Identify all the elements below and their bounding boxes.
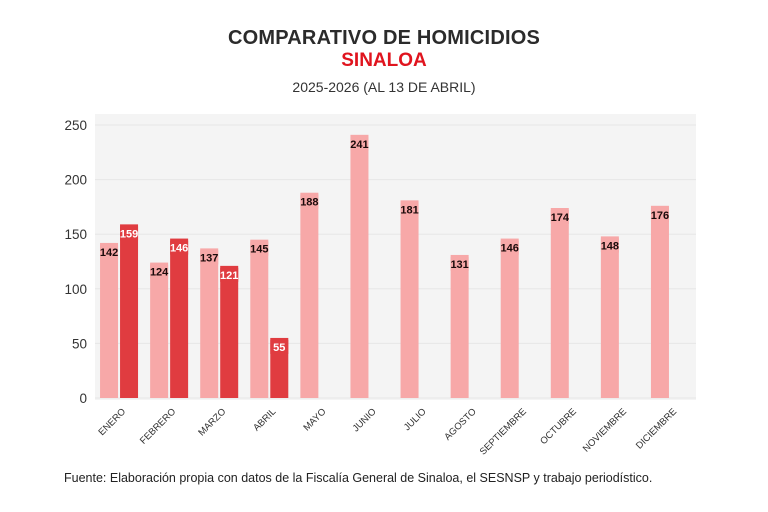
y-tick-label: 100: [64, 282, 87, 297]
y-tick-label: 200: [64, 173, 87, 188]
x-tick-label: SEPTIEMBRE: [478, 406, 529, 457]
data-label: 124: [150, 267, 169, 279]
data-label-bg: [100, 244, 119, 259]
y-axis: 0 50 100 150 200 250: [64, 118, 87, 406]
data-label-bg: [270, 339, 289, 354]
data-label-bg: [170, 240, 189, 255]
bar-2025-diciembre: [650, 205, 669, 398]
bar-2025-junio: [350, 134, 369, 398]
data-label: 146: [170, 243, 188, 255]
x-tick-label: FEBRERO: [138, 406, 178, 446]
bar-2025-marzo: [200, 248, 219, 398]
data-label-bg: [300, 194, 319, 209]
bar-2025-octubre: [550, 207, 569, 398]
x-tick-label: ABRIL: [251, 406, 278, 433]
bar-2026-marzo: [220, 265, 239, 398]
data-label-bg: [450, 256, 469, 271]
data-label: 145: [250, 244, 268, 256]
bar-2025-noviembre: [600, 236, 619, 398]
chart-period: 2025-2026 (AL 13 DE ABRIL): [292, 79, 476, 95]
x-tick-label: MAYO: [301, 406, 328, 433]
gridlines: [95, 124, 696, 399]
source-note: Fuente: Elaboración propia con datos de …: [64, 471, 653, 485]
bar-2025-febrero: [150, 262, 169, 398]
bar-2026-enero: [120, 224, 139, 398]
bar-2026-febrero: [170, 238, 189, 398]
data-label-bg: [220, 267, 239, 282]
data-label: 137: [200, 252, 218, 264]
x-tick-label: MARZO: [196, 406, 228, 438]
bar-2025-enero: [100, 242, 119, 398]
data-label: 131: [450, 259, 468, 271]
data-label-bg: [600, 238, 619, 253]
data-label-bg: [650, 207, 669, 222]
data-label-bg: [150, 264, 169, 279]
data-label-bg: [350, 136, 369, 151]
data-label: 159: [120, 228, 138, 240]
x-tick-label: OCTUBRE: [538, 406, 579, 447]
data-label: 146: [501, 243, 519, 255]
y-tick-label: 250: [64, 118, 87, 133]
data-label: 121: [220, 270, 238, 282]
x-tick-label: NOVIEMBRE: [581, 406, 629, 454]
data-label: 148: [601, 240, 619, 252]
data-label-bg: [500, 240, 519, 255]
bar-2025-septiembre: [500, 238, 519, 398]
plot-background: [95, 114, 696, 400]
x-tick-label: ENERO: [96, 406, 128, 438]
x-tick-label: DICIEMBRE: [634, 406, 679, 451]
y-tick-label: 150: [64, 227, 87, 242]
chart-title: COMPARATIVO DE HOMICIDIOS: [227, 27, 541, 49]
bar-2025-abril: [250, 239, 269, 398]
data-label-bg: [400, 202, 419, 217]
y-tick-label: 0: [79, 391, 87, 406]
data-label: 176: [651, 210, 669, 222]
x-axis: ENERO FEBRERO MARZO ABRIL MAYO JUNIO JULIO AGOS…: [96, 406, 679, 457]
data-labels: 1421591241461371211455518824118113114617…: [100, 136, 669, 354]
bar-2025-agosto: [450, 254, 469, 398]
x-tick-label: JULIO: [402, 406, 429, 433]
y-tick-label: 50: [72, 336, 87, 351]
chart-region: SINALOA: [341, 50, 427, 71]
data-label: 55: [273, 342, 285, 354]
data-label-bg: [120, 226, 139, 241]
data-label: 142: [100, 247, 118, 259]
data-label: 174: [551, 212, 570, 224]
bar-2025-mayo: [300, 192, 319, 398]
bars: [100, 134, 669, 398]
bar-2025-julio: [400, 200, 419, 398]
data-label-bg: [550, 209, 569, 224]
data-label: 188: [300, 197, 318, 209]
data-label: 181: [400, 204, 418, 216]
data-label-bg: [250, 241, 269, 256]
data-label: 241: [350, 139, 368, 151]
x-tick-label: JUNIO: [351, 406, 379, 434]
data-label-bg: [200, 250, 219, 265]
x-tick-label: AGOSTO: [442, 406, 478, 442]
